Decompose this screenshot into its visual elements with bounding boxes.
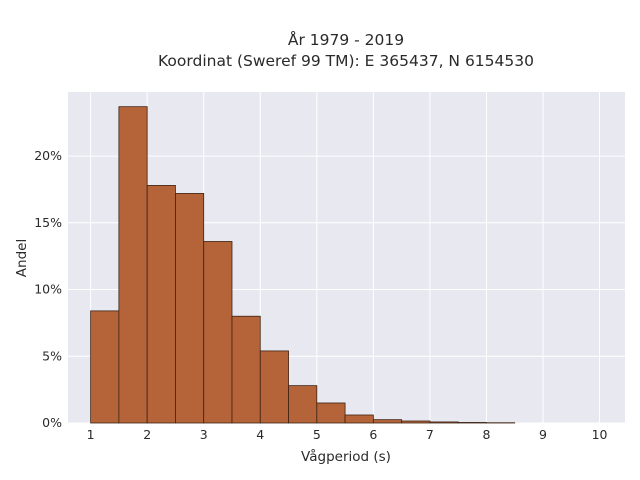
x-tick-label: 1 [87, 427, 95, 442]
x-tick-label: 9 [539, 427, 547, 442]
x-tick-label: 2 [143, 427, 151, 442]
histogram-bar [90, 310, 120, 424]
x-tick-label: 3 [200, 427, 208, 442]
y-tick-label: 10% [34, 282, 62, 297]
y-tick-label: 0% [42, 415, 62, 430]
histogram-bar [146, 185, 176, 424]
histogram-bar [457, 422, 487, 424]
histogram-bar [231, 315, 261, 424]
y-axis-label: Andel [14, 239, 30, 277]
histogram-bar [429, 421, 459, 424]
x-tick-label: 8 [482, 427, 490, 442]
histogram-bar [259, 350, 289, 424]
histogram-bar [288, 385, 318, 424]
x-tick-label: 4 [256, 427, 264, 442]
y-tick-label: 20% [34, 148, 62, 163]
histogram-bar [372, 419, 403, 424]
histogram-bar [118, 106, 148, 424]
histogram-bar [175, 193, 205, 424]
y-tick-labels: 0% 5% 10% 15% 20% [34, 148, 62, 430]
chart-title: År 1979 - 2019 [288, 30, 404, 49]
x-tick-label: 10 [592, 427, 608, 442]
histogram-bar [401, 420, 431, 424]
y-tick-label: 5% [42, 348, 62, 363]
chart-subtitle: Koordinat (Sweref 99 TM): E 365437, N 61… [158, 52, 534, 70]
x-axis-label: Vågperiod (s) [301, 448, 391, 465]
x-tick-label: 6 [369, 427, 377, 442]
histogram-bar [344, 414, 374, 424]
histogram-bar [203, 241, 233, 424]
x-tick-label: 7 [426, 427, 434, 442]
x-tick-label: 5 [313, 427, 321, 442]
bars [90, 106, 516, 424]
y-tick-label: 15% [34, 215, 62, 230]
histogram-bar [316, 402, 346, 424]
x-tick-labels: 1 2 3 4 5 6 7 8 9 10 [87, 427, 608, 442]
